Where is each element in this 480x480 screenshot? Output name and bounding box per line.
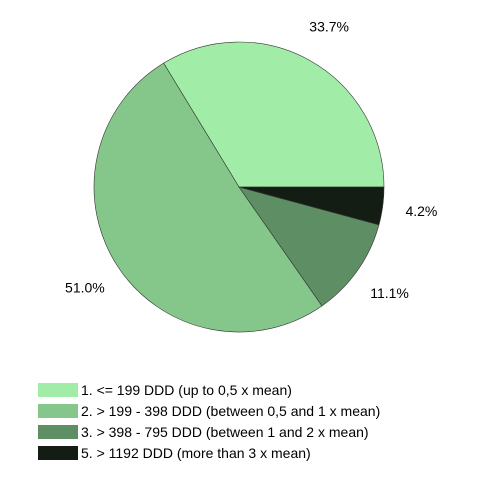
legend-item: 5. > 1192 DDD (more than 3 x mean) xyxy=(38,442,380,463)
slice-value-label: 51.0% xyxy=(65,280,105,296)
legend-swatch xyxy=(38,424,78,439)
legend-item: 1. <= 199 DDD (up to 0,5 x mean) xyxy=(38,379,380,400)
slice-value-label: 11.1% xyxy=(370,285,409,301)
legend-swatch xyxy=(38,382,78,397)
slice-value-label: 33.7% xyxy=(309,19,349,35)
legend: 1. <= 199 DDD (up to 0,5 x mean) 2. > 19… xyxy=(38,379,380,463)
legend-swatch xyxy=(38,445,78,460)
pie-slice xyxy=(238,186,380,307)
legend-label: 5. > 1192 DDD (more than 3 x mean) xyxy=(81,444,311,461)
pie-chart: 33.7% 51.0% 11.1% 4.2% xyxy=(65,19,437,333)
legend-swatch xyxy=(38,403,78,418)
legend-label: 1. <= 199 DDD (up to 0,5 x mean) xyxy=(81,381,292,398)
legend-item: 2. > 199 - 398 DDD (between 0,5 and 1 x … xyxy=(38,400,380,421)
pie-slice xyxy=(93,62,323,333)
slice-value-label: 4.2% xyxy=(405,203,437,219)
legend-item: 3. > 398 - 795 DDD (between 1 and 2 x me… xyxy=(38,421,380,442)
pie-slice xyxy=(163,41,385,188)
pie-slice xyxy=(238,186,385,226)
legend-label: 3. > 398 - 795 DDD (between 1 and 2 x me… xyxy=(81,423,369,440)
legend-label: 2. > 199 - 398 DDD (between 0,5 and 1 x … xyxy=(81,402,381,419)
